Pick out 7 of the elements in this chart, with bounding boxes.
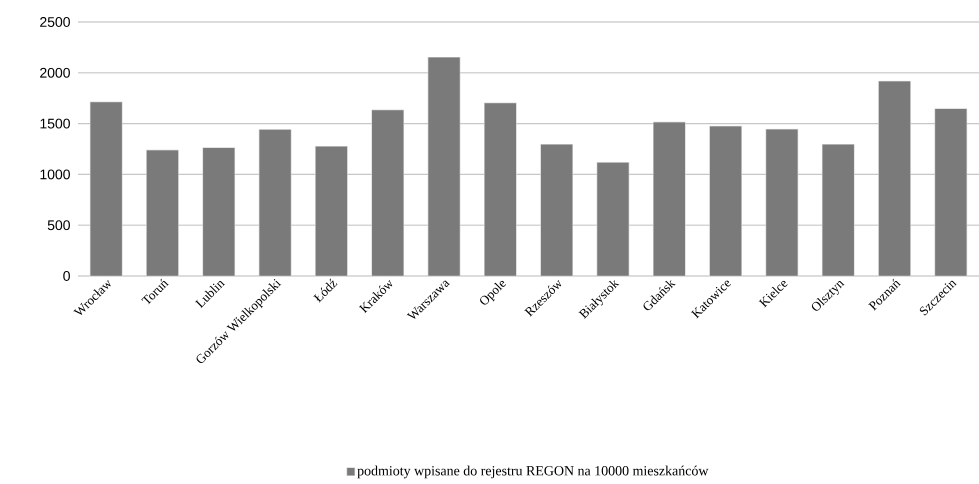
y-tick-label: 0 [63,271,70,281]
y-tick-label: 1500 [40,118,70,129]
legend-label: podmioty wpisane do rejestru REGON na 10000 mieszkańców [357,466,708,478]
y-tick-label: 1000 [40,169,70,180]
y-tick-label: 2000 [40,68,70,78]
y-tick-label: 2500 [40,17,70,27]
y-tick-label: 500 [48,220,70,230]
